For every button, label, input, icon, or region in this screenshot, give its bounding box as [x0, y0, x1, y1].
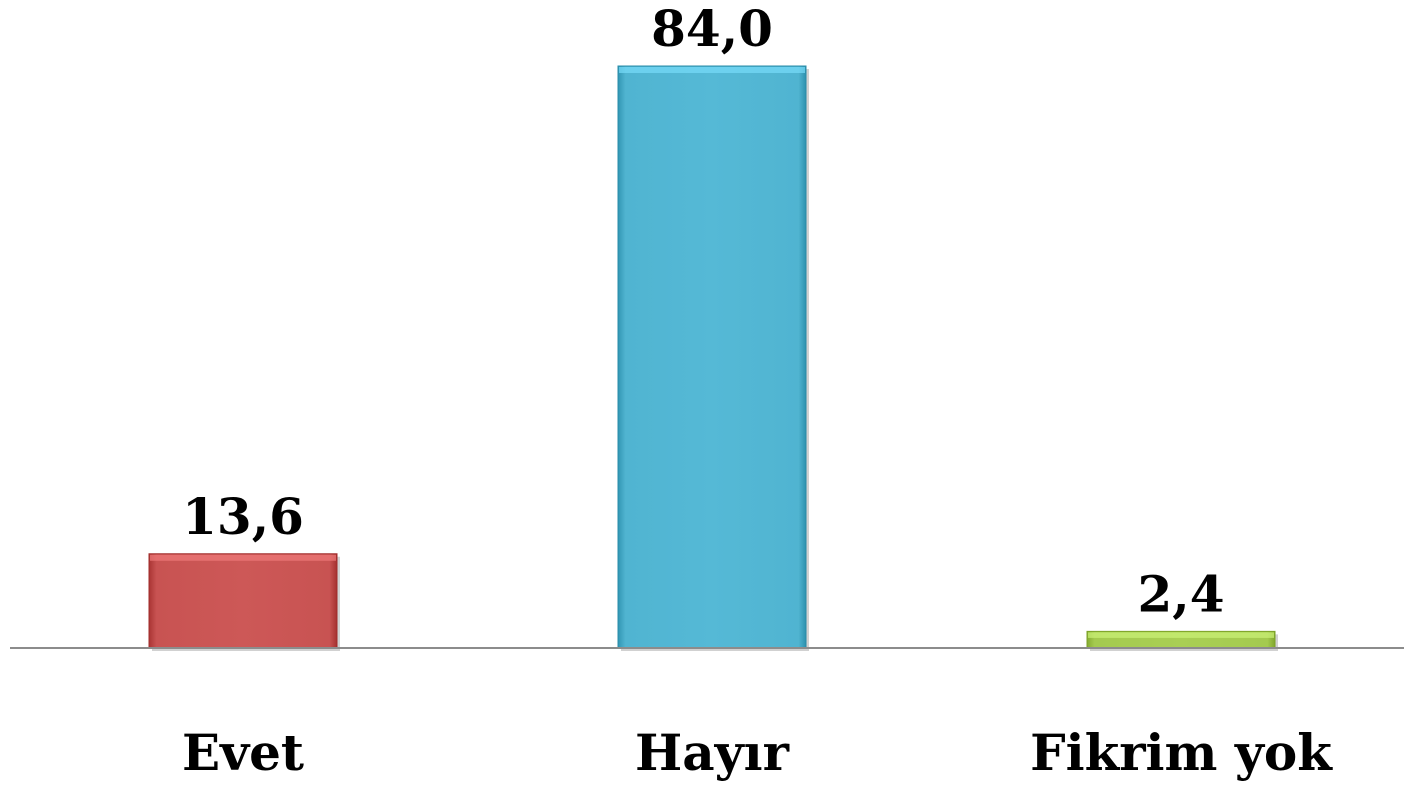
- bar-group-3: [1086, 630, 1278, 651]
- labels-layer: 13,6 Evet 84,0 Hayır 2,4 Fikrim yok: [182, 0, 1333, 782]
- value-label-1: 13,6: [182, 487, 304, 546]
- category-label-3: Fikrim yok: [1030, 723, 1333, 782]
- bar-2: [617, 65, 807, 649]
- bar-top-bevel: [1088, 632, 1274, 638]
- bar-top-bevel: [619, 67, 805, 73]
- category-label-1: Evet: [182, 723, 304, 782]
- bar-top-bevel: [150, 554, 336, 561]
- category-label-2: Hayır: [635, 723, 790, 782]
- bar-1: [148, 553, 338, 649]
- bar-group-2: [617, 65, 809, 651]
- bars-layer: [148, 65, 1278, 651]
- bar-group-1: [148, 553, 340, 651]
- value-label-3: 2,4: [1138, 564, 1225, 623]
- value-label-2: 84,0: [651, 0, 773, 58]
